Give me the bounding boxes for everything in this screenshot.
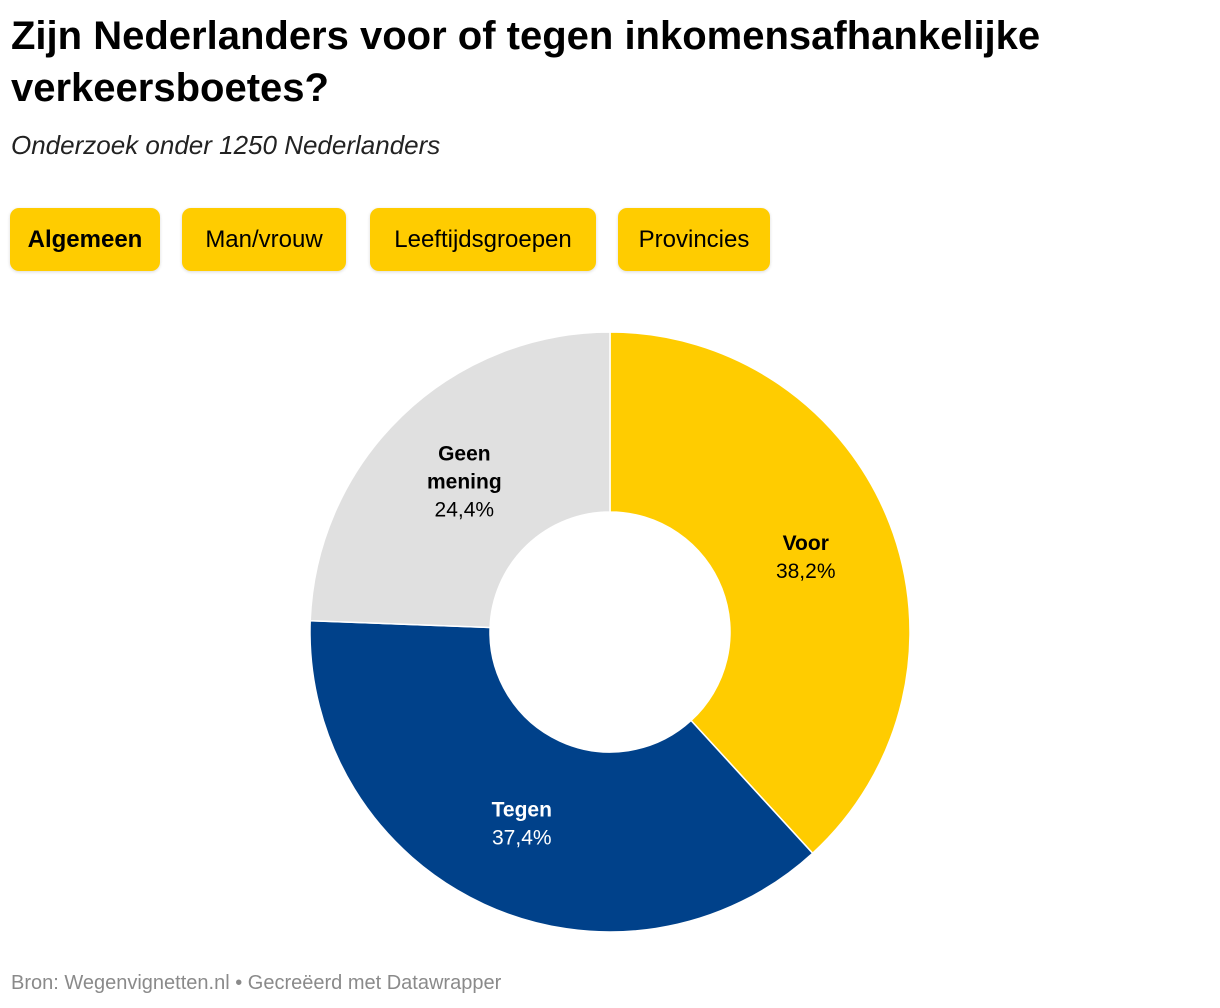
donut-slice-voor[interactable] — [609, 331, 911, 855]
slice-value-label: 24,4% — [435, 499, 495, 522]
slice-name-label: Geen — [438, 443, 491, 466]
slice-label-geen-mening: Geen mening 24,4% — [427, 443, 502, 522]
chart-title: Zijn Nederlanders voor of tegen inkomens… — [11, 14, 1041, 110]
tab-provincies[interactable]: Provincies — [618, 208, 770, 271]
tab-leeftijdsgroepen[interactable]: Leeftijdsgroepen — [370, 208, 596, 271]
slice-label-voor: Voor 38,2% — [776, 532, 836, 583]
donut-slice-geen-mening[interactable] — [309, 331, 611, 629]
donut-slice-tegen[interactable] — [309, 619, 814, 933]
chart-subtitle: Onderzoek onder 1250 Nederlanders — [11, 130, 441, 160]
slice-name-label: Voor — [783, 532, 829, 555]
slice-value-label: 38,2% — [776, 560, 836, 583]
source-footer: Bron: Wegenvignetten.nl • Gecreëerd met … — [11, 972, 502, 994]
tab-algemeen[interactable]: Algemeen — [10, 208, 160, 271]
slice-name-label: Tegen — [492, 799, 552, 822]
tab-man-vrouw[interactable]: Man/vrouw — [182, 208, 346, 271]
slice-value-label: 37,4% — [492, 827, 552, 850]
slice-label-tegen: Tegen 37,4% — [492, 799, 552, 850]
slice-name-label: mening — [427, 471, 502, 494]
donut-chart: Voor 38,2% Tegen 37,4% Geen mening 24,4% — [309, 331, 911, 933]
